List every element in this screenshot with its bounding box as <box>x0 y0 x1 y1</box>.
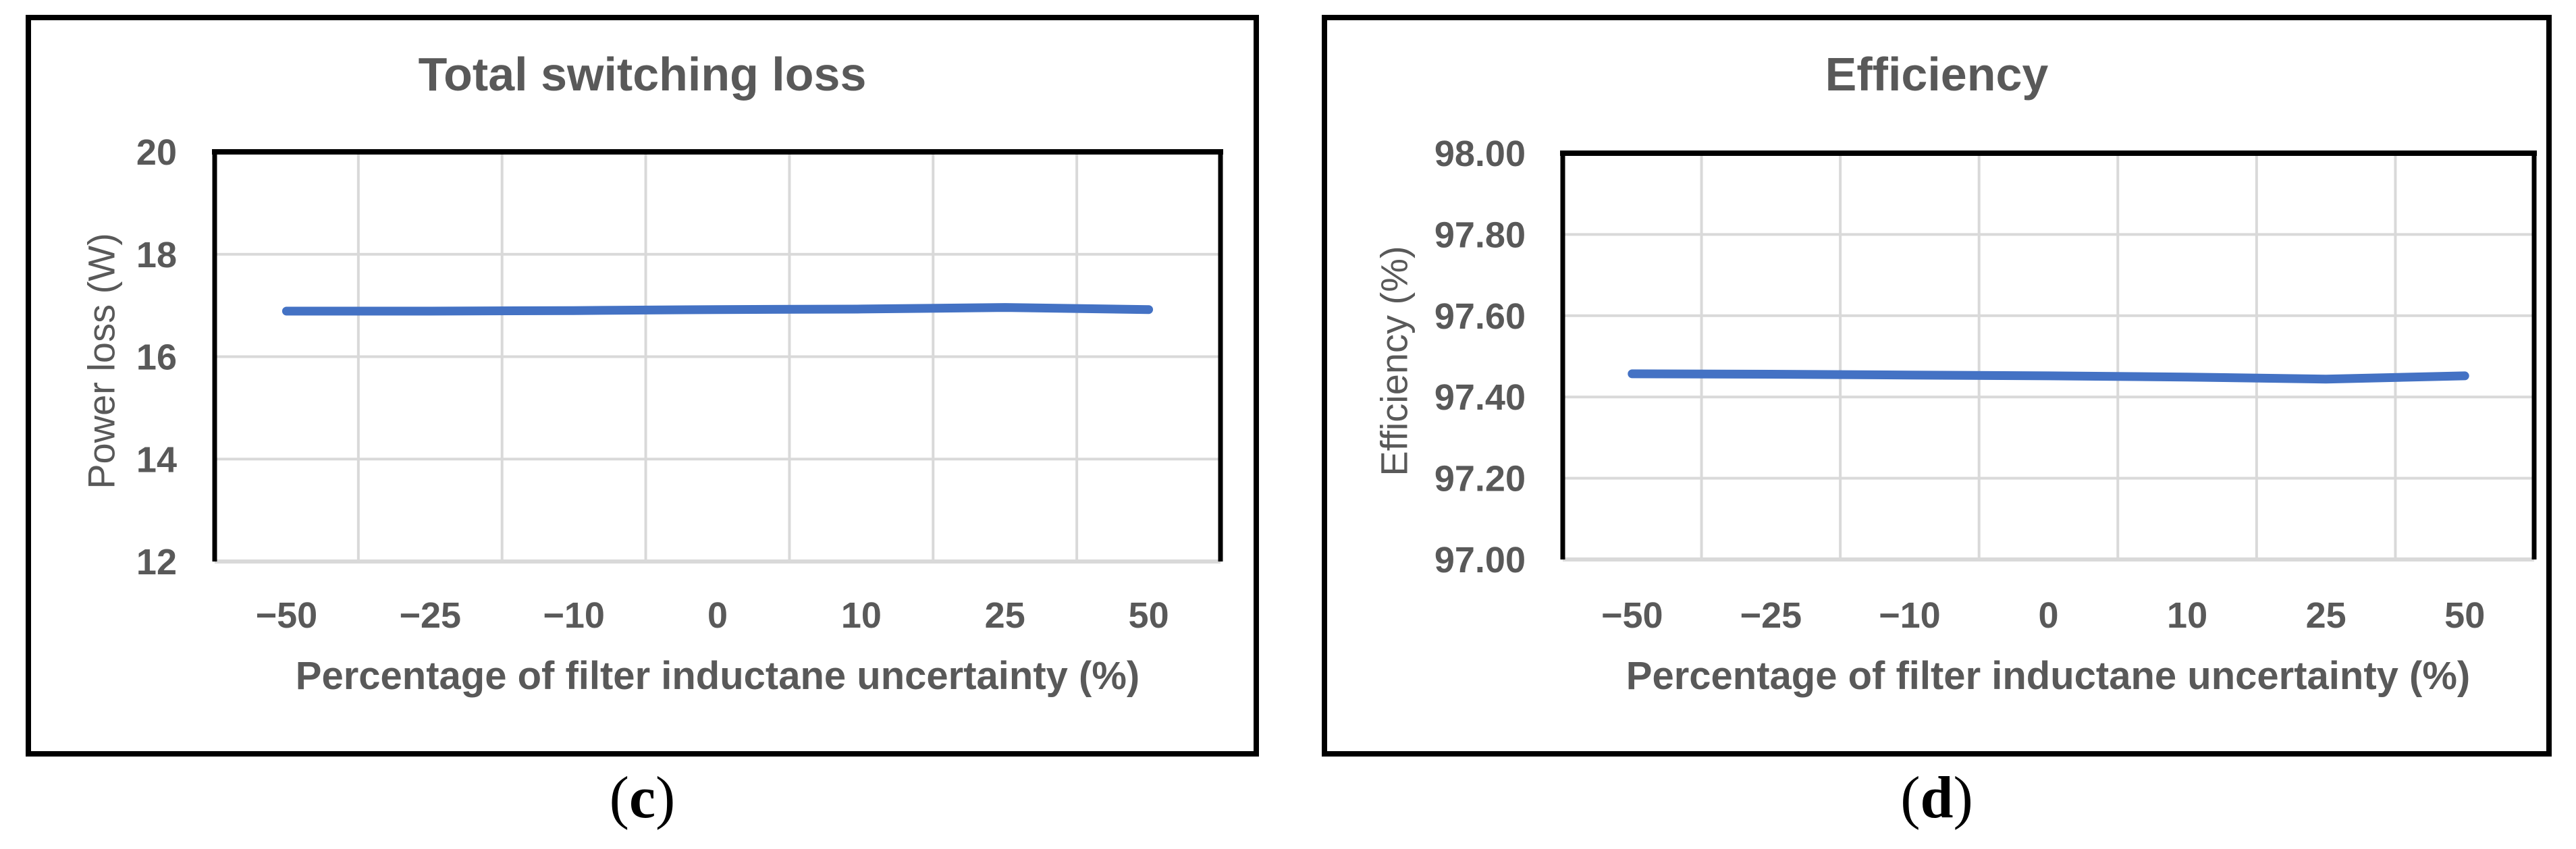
y-tick-label: 97.80 <box>1434 215 1526 255</box>
x-tick-label: −50 <box>256 595 318 636</box>
x-tick-label: −50 <box>1601 595 1663 636</box>
y-tick-label: 16 <box>136 337 177 378</box>
caption-paren: ) <box>1953 765 1973 831</box>
subfigure-caption-c: (c) <box>26 761 1259 836</box>
x-tick-label: 0 <box>2038 595 2058 636</box>
y-tick-label: 14 <box>136 439 177 480</box>
chart-panel-d: Efficiency Efficiency (%) 98.00 97.80 97.6… <box>1322 15 2552 757</box>
caption-letter: c <box>628 765 656 831</box>
data-series-line <box>281 303 1154 316</box>
x-tick-label: 50 <box>2444 595 2485 636</box>
caption-paren: ( <box>1900 765 1921 831</box>
x-axis-title: Percentage of filter inductane uncertain… <box>295 654 1140 698</box>
x-tick-label: −25 <box>1740 595 1802 636</box>
y-tick-label: 20 <box>136 132 177 173</box>
chart-panel-c: Total switching loss Power loss (W) 20 18… <box>26 15 1259 757</box>
x-tick-label: 10 <box>841 595 882 636</box>
chart-title: Efficiency <box>1825 48 2049 101</box>
y-tick-label: 97.40 <box>1434 377 1526 418</box>
y-tick-label: 98.00 <box>1434 134 1526 174</box>
y-tick-label: 97.00 <box>1434 540 1526 580</box>
subfigure-caption-d: (d) <box>1322 761 2552 836</box>
y-tick-label: 12 <box>136 542 177 582</box>
x-axis-title: Percentage of filter inductane uncertain… <box>1626 654 2471 698</box>
y-tick-label: 97.20 <box>1434 459 1526 499</box>
x-tick-label: 25 <box>2306 595 2346 636</box>
y-tick-label: 97.60 <box>1434 296 1526 337</box>
x-tick-label: 0 <box>707 595 728 636</box>
caption-paren: ) <box>655 765 676 831</box>
x-tick-label: −25 <box>399 595 461 636</box>
chart-title: Total switching loss <box>418 48 867 101</box>
line-chart-efficiency: 98.00 97.80 97.60 97.40 97.20 97.00 −50 −25 −10 0… <box>1434 134 2537 636</box>
caption-letter: d <box>1920 765 1954 831</box>
x-tick-label: 50 <box>1129 595 1169 636</box>
x-tick-label: −10 <box>543 595 605 636</box>
caption-paren: ( <box>609 765 629 831</box>
line-chart-power-loss: 20 18 16 14 12 −50 −25 −10 0 10 25 50 <box>136 132 1223 636</box>
data-series-line <box>1628 369 2469 384</box>
x-tick-label: −10 <box>1879 595 1941 636</box>
x-tick-label: 25 <box>985 595 1025 636</box>
x-tick-label: 10 <box>2167 595 2207 636</box>
y-tick-label: 18 <box>136 235 177 275</box>
